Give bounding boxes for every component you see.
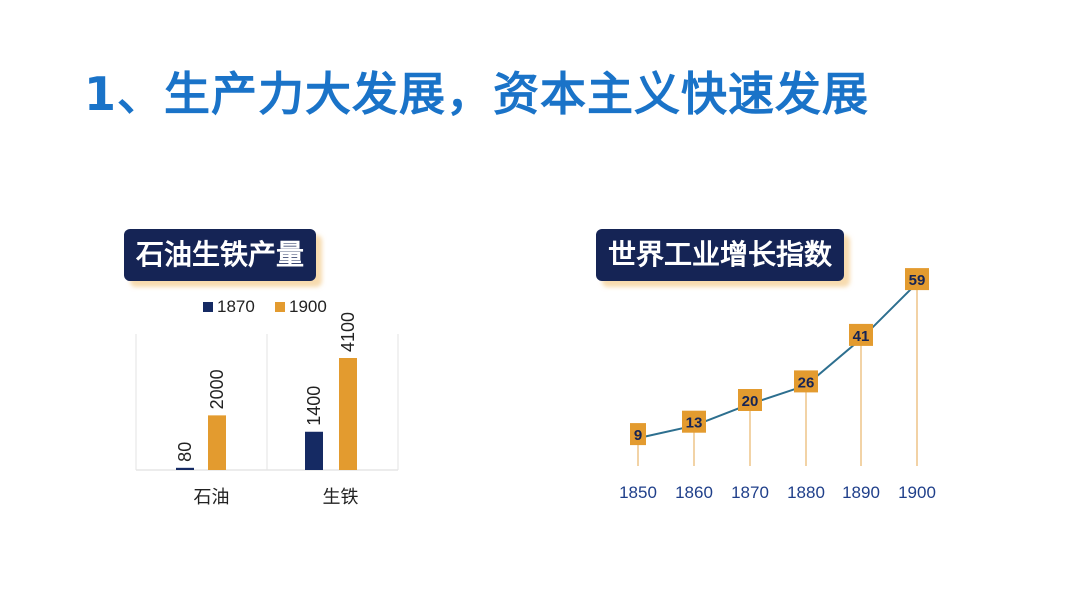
data-label-石油-1900: 2000 — [207, 369, 227, 409]
legend-label-1870: 1870 — [217, 297, 255, 316]
data-label-1890: 41 — [853, 328, 870, 345]
data-label-生铁-1870: 1400 — [304, 386, 324, 426]
legend-swatch-1870 — [203, 302, 213, 312]
x-tick-1870: 1870 — [731, 483, 769, 502]
category-label-1: 生铁 — [323, 487, 359, 508]
bar-生铁-1870 — [305, 431, 323, 470]
legend-label-1900: 1900 — [289, 297, 327, 316]
data-label-石油-1870: 80 — [175, 442, 195, 462]
data-label-box-1880 — [794, 370, 818, 393]
data-label-1850: 9 — [634, 427, 642, 444]
data-label-box-1850 — [630, 423, 646, 446]
data-label-box-1870 — [738, 389, 762, 411]
legend-swatch-1900 — [275, 302, 285, 312]
bar-chart-title: 石油生铁产量 — [124, 229, 317, 281]
bar-生铁-1900 — [339, 358, 357, 470]
data-label-1870: 20 — [742, 393, 759, 410]
page-title: 1、生产力大发展，资本主义快速发展 — [84, 67, 870, 121]
data-label-生铁-1900: 4100 — [338, 312, 358, 352]
x-tick-1900: 1900 — [898, 483, 936, 502]
bar-石油-1870 — [176, 467, 194, 470]
x-tick-1880: 1880 — [787, 483, 825, 502]
line-chart-title: 世界工业增长指数 — [596, 229, 845, 281]
bar-石油-1900 — [208, 415, 226, 470]
data-label-box-1860 — [682, 410, 706, 433]
data-label-1900: 59 — [909, 272, 926, 289]
data-label-box-1900 — [905, 268, 929, 291]
x-tick-1890: 1890 — [842, 483, 880, 502]
data-label-1860: 13 — [686, 415, 703, 432]
x-tick-1860: 1860 — [675, 483, 713, 502]
data-label-1880: 26 — [798, 374, 815, 391]
series-line — [637, 282, 918, 440]
category-label-0: 石油 — [194, 487, 230, 508]
x-tick-1850: 1850 — [619, 483, 657, 502]
data-label-box-1890 — [849, 323, 873, 346]
